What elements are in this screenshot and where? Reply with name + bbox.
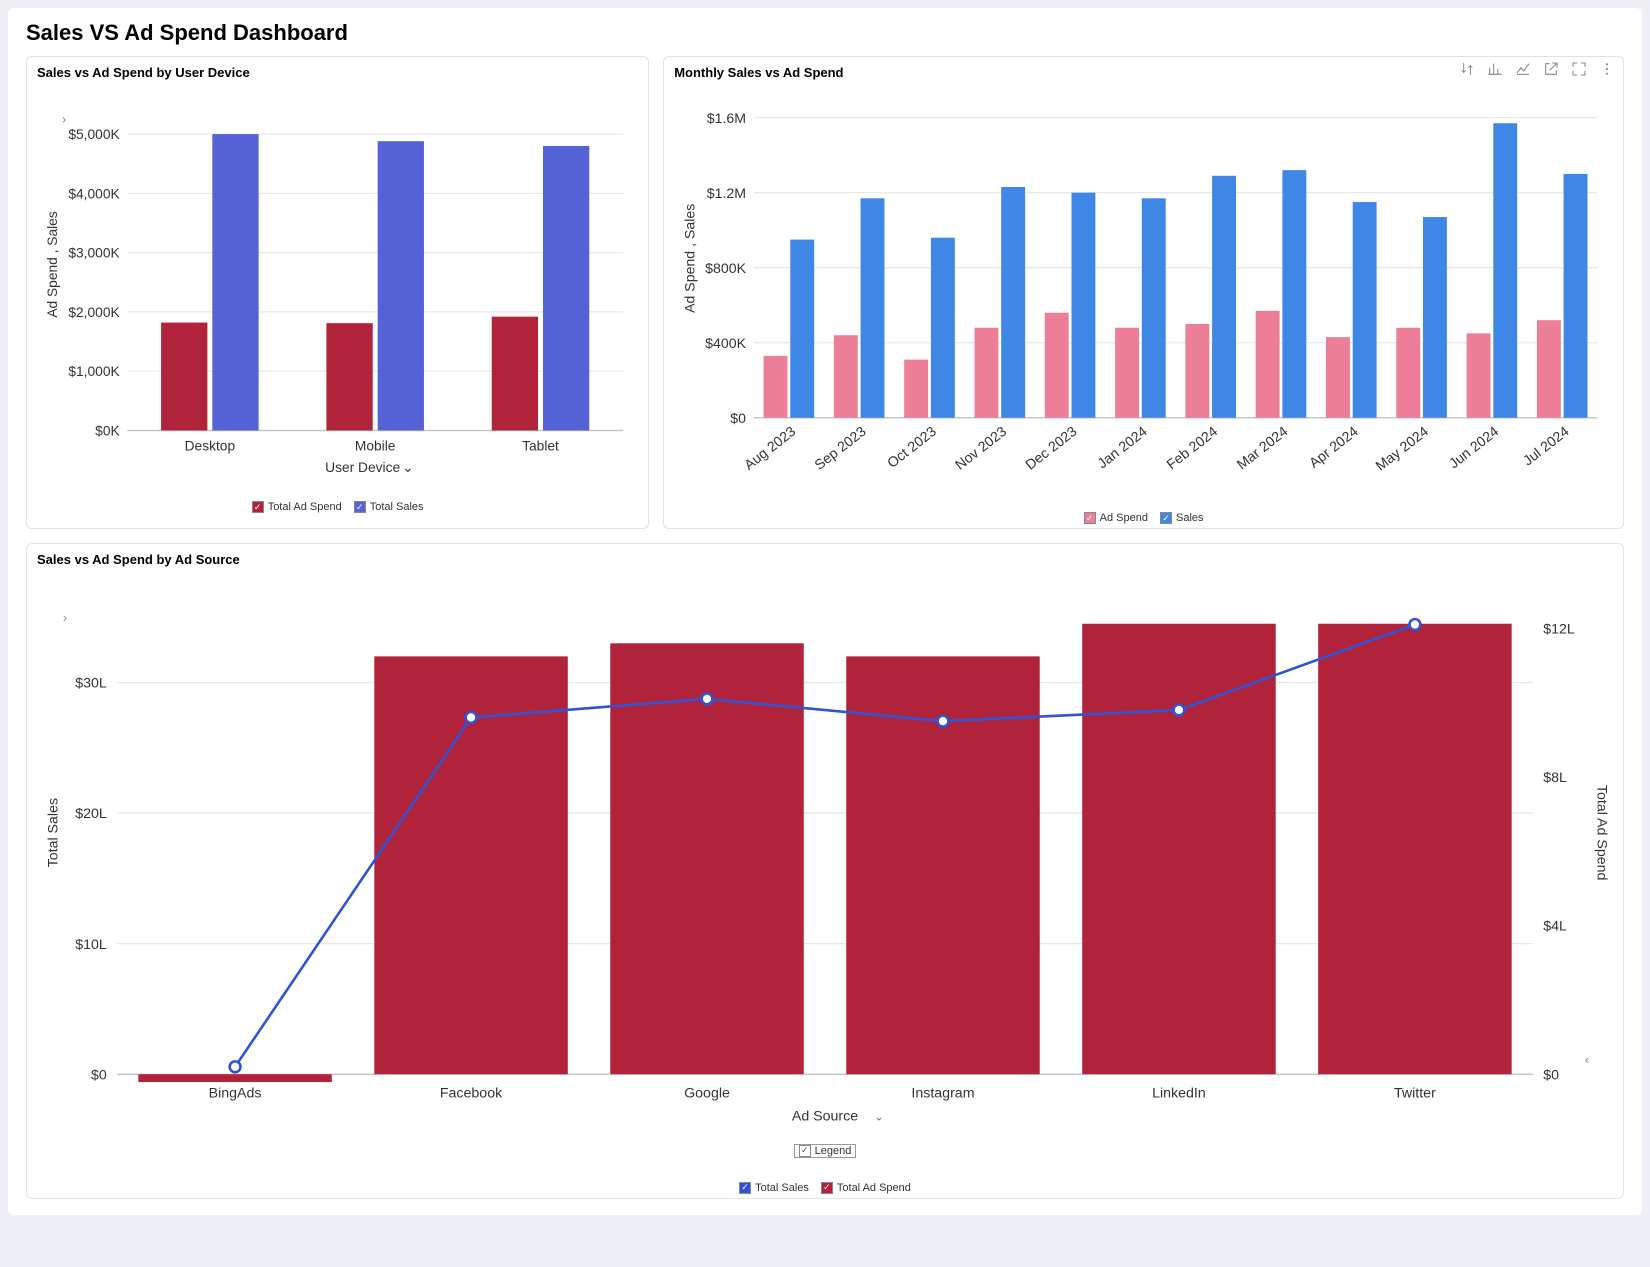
svg-text:LinkedIn: LinkedIn: [1152, 1086, 1206, 1102]
svg-text:BingAds: BingAds: [209, 1086, 262, 1102]
chart-source: $0 $10L $20L $30L $0 $4L $8L $12L BingAds Faceboo…: [37, 573, 1613, 1141]
svg-text:Sep 2023: Sep 2023: [811, 423, 869, 473]
panel-device: Sales vs Ad Spend by User Device $0K $1,0…: [26, 56, 649, 529]
svg-text:Ad Spend , Sales: Ad Spend , Sales: [682, 204, 698, 313]
legend-monthly: ✓Ad Spend ✓Sales: [674, 512, 1613, 524]
svg-text:⌄: ⌄: [402, 460, 414, 475]
svg-text:Dec 2023: Dec 2023: [1022, 423, 1080, 473]
svg-text:Mobile: Mobile: [355, 438, 396, 453]
panel-source-title: Sales vs Ad Spend by Ad Source: [37, 552, 1613, 567]
svg-text:Tablet: Tablet: [522, 438, 559, 453]
chart-device: $0K $1,000K $2,000K $3,000K $4,000K $5,000K De…: [37, 86, 638, 499]
panel-device-title: Sales vs Ad Spend by User Device: [37, 65, 638, 80]
svg-text:Facebook: Facebook: [440, 1086, 503, 1102]
panel-source: Sales vs Ad Spend by Ad Source $0 $10L $20…: [26, 543, 1624, 1198]
svg-text:Apr 2024: Apr 2024: [1306, 423, 1361, 471]
svg-text:Jul 2024: Jul 2024: [1520, 423, 1572, 469]
svg-text:$4L: $4L: [1543, 919, 1567, 935]
svg-text:$12L: $12L: [1543, 622, 1575, 638]
svg-text:Total Ad Spend: Total Ad Spend: [1593, 785, 1609, 880]
svg-text:$400K: $400K: [705, 335, 746, 351]
svg-text:Ad Source: Ad Source: [792, 1109, 858, 1125]
svg-text:$800K: $800K: [705, 260, 746, 276]
svg-text:$3,000K: $3,000K: [68, 246, 120, 261]
svg-text:Desktop: Desktop: [185, 438, 236, 453]
svg-text:User Device: User Device: [325, 460, 400, 475]
panel-monthly-toolbar: [1459, 61, 1615, 77]
svg-text:May 2024: May 2024: [1373, 423, 1432, 474]
legend-source: ✓Legend ✓Total Sales ✓Total Ad Spend: [37, 1144, 1613, 1194]
svg-text:Nov 2023: Nov 2023: [952, 423, 1010, 473]
legend-title[interactable]: ✓Legend: [794, 1144, 857, 1158]
svg-text:$0: $0: [91, 1068, 107, 1084]
svg-text:‹: ‹: [1585, 1052, 1589, 1067]
svg-text:$10L: $10L: [75, 937, 107, 953]
svg-text:Instagram: Instagram: [911, 1086, 974, 1102]
svg-text:$2,000K: $2,000K: [68, 305, 120, 320]
svg-text:Twitter: Twitter: [1394, 1086, 1436, 1102]
svg-text:$5,000K: $5,000K: [68, 127, 120, 142]
svg-text:⌄: ⌄: [874, 1111, 884, 1124]
svg-text:Total Sales: Total Sales: [46, 798, 62, 867]
svg-text:Oct 2023: Oct 2023: [884, 423, 939, 471]
svg-text:Feb 2024: Feb 2024: [1164, 423, 1221, 472]
svg-text:Jun 2024: Jun 2024: [1446, 423, 1502, 471]
legend-item[interactable]: ✓Total Sales: [739, 1182, 809, 1194]
svg-text:$1.2M: $1.2M: [707, 185, 746, 201]
dashboard: Sales VS Ad Spend Dashboard Sales vs Ad …: [8, 8, 1642, 1215]
svg-text:›: ›: [63, 610, 67, 625]
svg-text:›: ›: [62, 113, 66, 127]
svg-text:Ad Spend , Sales: Ad Spend , Sales: [45, 211, 60, 317]
drilldown-icon[interactable]: [1515, 61, 1531, 77]
more-icon[interactable]: [1599, 61, 1615, 77]
panel-monthly: Monthly Sales vs Ad Spend $0$400K$800K$1…: [663, 56, 1624, 529]
sort-icon[interactable]: [1459, 61, 1475, 77]
expand-icon[interactable]: [1571, 61, 1587, 77]
svg-text:Mar 2024: Mar 2024: [1234, 423, 1291, 472]
barchart-icon[interactable]: [1487, 61, 1503, 77]
legend-item[interactable]: ✓Sales: [1160, 512, 1204, 524]
svg-text:Google: Google: [684, 1086, 730, 1102]
legend-item[interactable]: ✓Total Ad Spend: [821, 1182, 911, 1194]
dashboard-title: Sales VS Ad Spend Dashboard: [26, 20, 1624, 46]
legend-item[interactable]: ✓Total Ad Spend: [252, 501, 342, 513]
svg-text:$8L: $8L: [1543, 770, 1567, 786]
svg-text:Jan 2024: Jan 2024: [1095, 423, 1151, 471]
svg-text:$1.6M: $1.6M: [707, 110, 746, 126]
svg-text:$20L: $20L: [75, 807, 107, 823]
svg-text:Aug 2023: Aug 2023: [741, 423, 799, 473]
popout-icon[interactable]: [1543, 61, 1559, 77]
svg-text:$0: $0: [1543, 1068, 1559, 1084]
legend-device: ✓Total Ad Spend ✓Total Sales: [37, 501, 638, 513]
legend-item[interactable]: ✓Total Sales: [354, 501, 424, 513]
top-row: Sales vs Ad Spend by User Device $0K $1,0…: [26, 56, 1624, 529]
svg-text:$4,000K: $4,000K: [68, 186, 120, 201]
legend-item[interactable]: ✓Ad Spend: [1084, 512, 1148, 524]
svg-text:$0: $0: [731, 410, 747, 426]
chart-monthly: $0 $400K $800K $1.2M $1.6M Aug 2023Sep 2023 Oc…: [674, 86, 1613, 510]
svg-text:$0K: $0K: [95, 423, 120, 438]
svg-text:$30L: $30L: [75, 676, 107, 692]
svg-text:$1,000K: $1,000K: [68, 364, 120, 379]
